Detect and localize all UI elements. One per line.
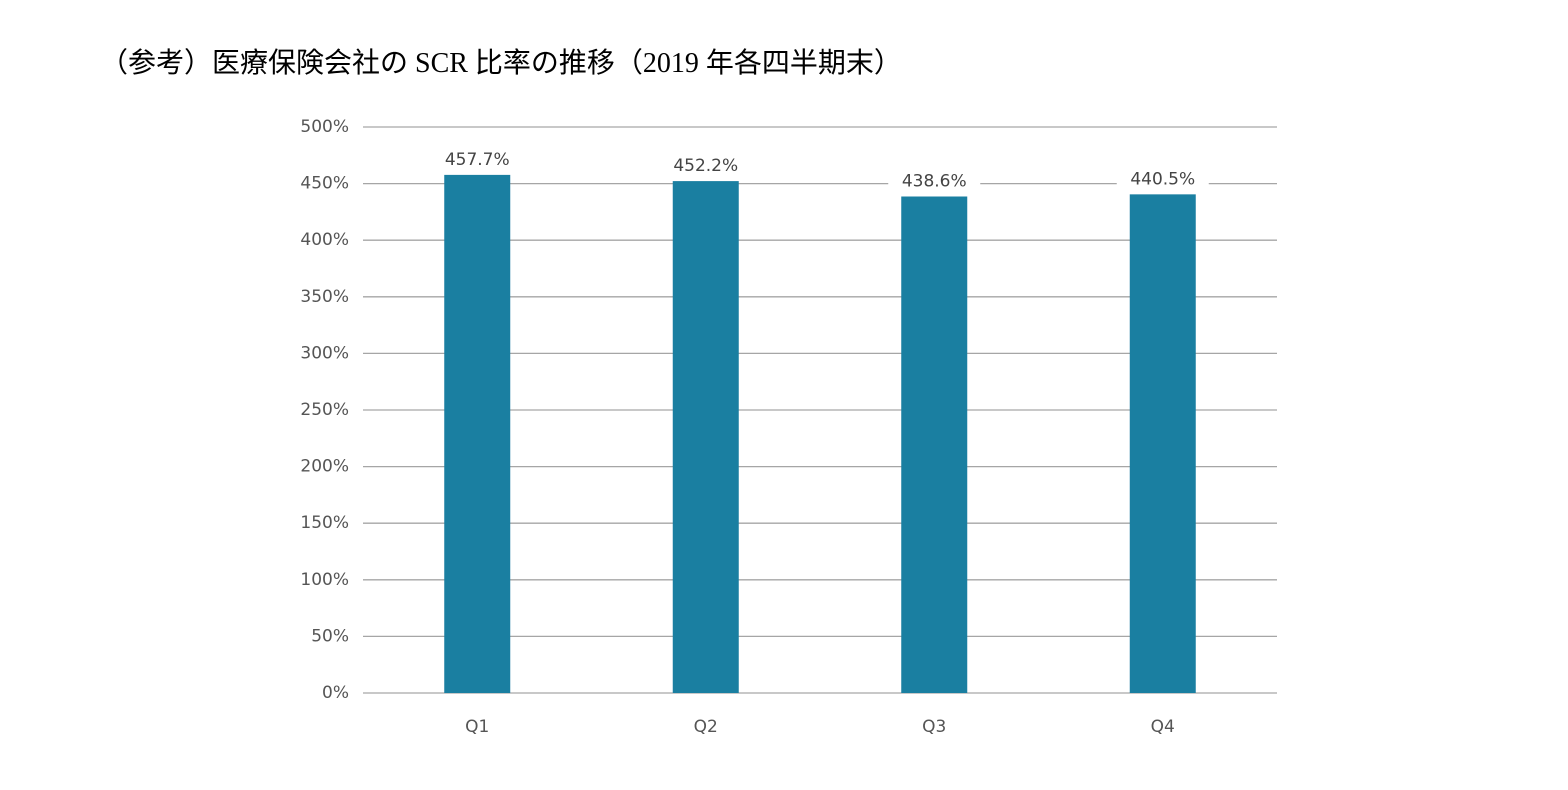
y-tick-label: 100% <box>300 570 349 590</box>
label-background <box>1116 168 1209 191</box>
y-tick-label: 150% <box>300 513 349 533</box>
y-tick-label: 350% <box>300 287 349 307</box>
data-label: 457.7% <box>445 150 510 170</box>
label-background <box>659 155 752 178</box>
data-label: 440.5% <box>1130 169 1195 189</box>
bar <box>1129 194 1196 693</box>
label-background <box>888 170 981 193</box>
bar <box>672 181 739 693</box>
x-tick-label: Q3 <box>922 717 946 737</box>
bar <box>901 196 968 693</box>
label-background <box>431 148 524 171</box>
y-tick-label: 300% <box>300 343 349 363</box>
x-tick-label: Q1 <box>465 717 489 737</box>
y-tick-label: 200% <box>300 457 349 477</box>
data-label: 438.6% <box>902 172 967 192</box>
bar <box>444 174 511 693</box>
y-tick-label: 50% <box>311 626 349 646</box>
chart-title: （参考）医療保険会社の SCR 比率の推移（2019 年各四半期末） <box>100 47 902 79</box>
y-tick-label: 250% <box>300 400 349 420</box>
x-tick-label: Q4 <box>1151 717 1175 737</box>
y-tick-label: 450% <box>300 174 349 194</box>
y-tick-label: 0% <box>322 683 349 703</box>
y-tick-label: 400% <box>300 230 349 250</box>
data-label: 452.2% <box>673 156 738 176</box>
x-tick-label: Q2 <box>694 717 718 737</box>
y-tick-label: 500% <box>300 117 349 137</box>
